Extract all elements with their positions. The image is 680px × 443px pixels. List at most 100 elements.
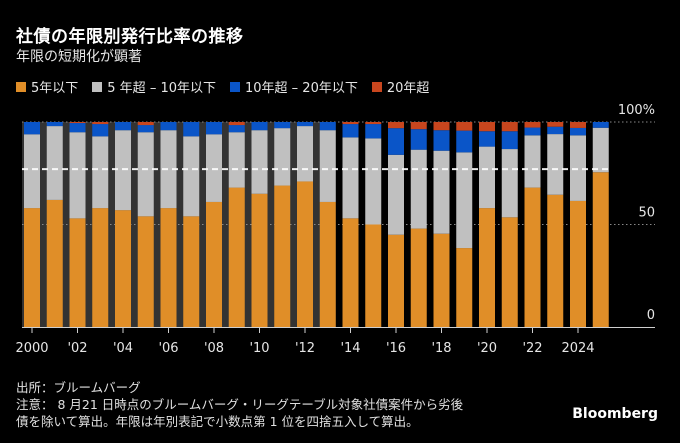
x-tick-label: '04: [113, 341, 133, 356]
bar-segment: [69, 122, 86, 124]
bar-segment: [274, 128, 291, 186]
x-tick-label: '10: [249, 341, 269, 356]
bar-segment: [547, 122, 564, 127]
bar-segment: [183, 136, 200, 217]
bar-segment: [592, 122, 609, 128]
legend-swatch: [16, 81, 26, 92]
bar-segment: [410, 122, 427, 130]
bar-segment: [24, 122, 40, 135]
bar-segment: [433, 150, 450, 234]
bar-segment: [69, 218, 86, 327]
bar-segment: [228, 132, 245, 188]
bar-segment: [524, 127, 541, 136]
caveat-note-line-1: 注意： 8 月21 日時点のブルームバーグ・リーグテーブル対象社債案件から劣後: [16, 397, 464, 412]
bar-segment: [456, 152, 473, 249]
chart-subtitle: 年限の短期化が顕著: [16, 49, 142, 65]
bar-segment: [92, 208, 109, 327]
y-tick-label: 0: [647, 308, 655, 323]
bar-segment: [115, 122, 131, 131]
legend-item-over-20y: 20年超: [371, 77, 429, 96]
bar-segment: [524, 122, 541, 128]
bar-segment: [365, 138, 382, 225]
bar-segment: [570, 200, 586, 327]
x-tick-label: 2024: [561, 341, 594, 356]
bar-segment: [183, 122, 200, 137]
bar-segment: [297, 122, 313, 127]
bar-segment: [570, 135, 586, 201]
bar-segment: [274, 122, 291, 129]
bar-segment: [228, 122, 245, 126]
bar-segment: [160, 208, 177, 327]
legend-label: 5年以下: [31, 81, 79, 96]
bar-segment: [24, 208, 40, 327]
bar-segment: [501, 149, 518, 218]
bar-segment: [547, 126, 564, 135]
bar-segment: [342, 124, 359, 138]
bar-segment: [524, 135, 541, 188]
footer: 出所：ブルームバーグ 注意： 8 月21 日時点のブルームバーグ・リーグテーブル…: [16, 379, 463, 430]
bar-segment: [228, 187, 245, 327]
bloomberg-logo: Bloomberg: [572, 406, 658, 422]
x-tick-label: '18: [431, 341, 451, 356]
bar-segment: [319, 122, 336, 131]
legend-swatch: [230, 81, 240, 92]
bar-segment: [410, 149, 427, 229]
bar-segment: [115, 130, 131, 211]
y-tick-label: 50: [638, 206, 655, 221]
bar-segment: [433, 130, 450, 151]
x-tick-label: '20: [477, 341, 497, 356]
bar-segment: [365, 224, 382, 327]
bar-segment: [342, 122, 359, 125]
stacked-bar-chart: 100% 50 0 2000 '02 '04 '06 '08 '10 '12 '14 '16 '18 '2…: [15, 103, 655, 356]
bar-segment: [24, 134, 40, 209]
y-tick-label: 100%: [618, 103, 655, 118]
bar-segment: [274, 185, 291, 327]
source-note: 出所：ブルームバーグ: [16, 380, 141, 395]
bar-segment: [342, 218, 359, 327]
bar-segment: [501, 122, 518, 132]
bar-segment: [297, 181, 313, 327]
x-tick-label: '14: [340, 341, 360, 356]
bar-segment: [547, 134, 564, 195]
bar-segment: [456, 248, 473, 327]
bar-segment: [319, 130, 336, 202]
bar-segment: [228, 125, 245, 133]
bar-segment: [92, 124, 109, 137]
bar-segment: [137, 122, 154, 126]
x-tick-label: '16: [386, 341, 406, 356]
bar-segment: [388, 234, 404, 327]
bar-segment: [365, 122, 382, 125]
x-tick-label: '12: [295, 341, 315, 356]
bar-segment: [501, 131, 518, 150]
bar-segment: [410, 228, 427, 327]
bar-segment: [388, 154, 404, 235]
bar-segment: [433, 122, 450, 131]
legend-item-5y-or-less: 5年以下: [16, 77, 78, 96]
bar-segment: [479, 146, 495, 209]
bar-segment: [388, 128, 404, 155]
x-tick-label: '22: [522, 341, 542, 356]
bar-segment: [592, 172, 609, 327]
bar-segment: [297, 126, 313, 182]
bar-segment: [479, 122, 495, 132]
legend: 5年以下 5 年超 – 10年以下 10年超 – 20年以下 20年超: [16, 77, 429, 96]
bar-segment: [69, 123, 86, 133]
caveat-note-line-2: 債を除いて算出。年限は年別表記で小数点第 1 位を四捨五入して算出。: [16, 414, 419, 429]
x-tick-label: '02: [67, 341, 87, 356]
bar-segment: [160, 130, 177, 209]
bar-segment: [570, 127, 586, 136]
bar-segment: [365, 124, 382, 139]
bar-segment: [433, 233, 450, 327]
bar-segment: [524, 187, 541, 327]
bar-segment: [251, 130, 268, 194]
bar-segment: [206, 122, 222, 135]
bar-segment: [479, 131, 495, 147]
legend-item-5-to-10y: 5 年超 – 10年以下: [92, 77, 216, 96]
bar-segment: [46, 122, 63, 127]
chart-title: 社債の年限別発行比率の推移: [16, 27, 244, 47]
legend-label: 5 年超 – 10年以下: [107, 81, 216, 96]
x-tick-label: 2000: [15, 341, 48, 356]
bar-segment: [206, 201, 222, 327]
legend-item-10-to-20y: 10年超 – 20年以下: [230, 77, 358, 96]
bar-segment: [46, 126, 63, 200]
